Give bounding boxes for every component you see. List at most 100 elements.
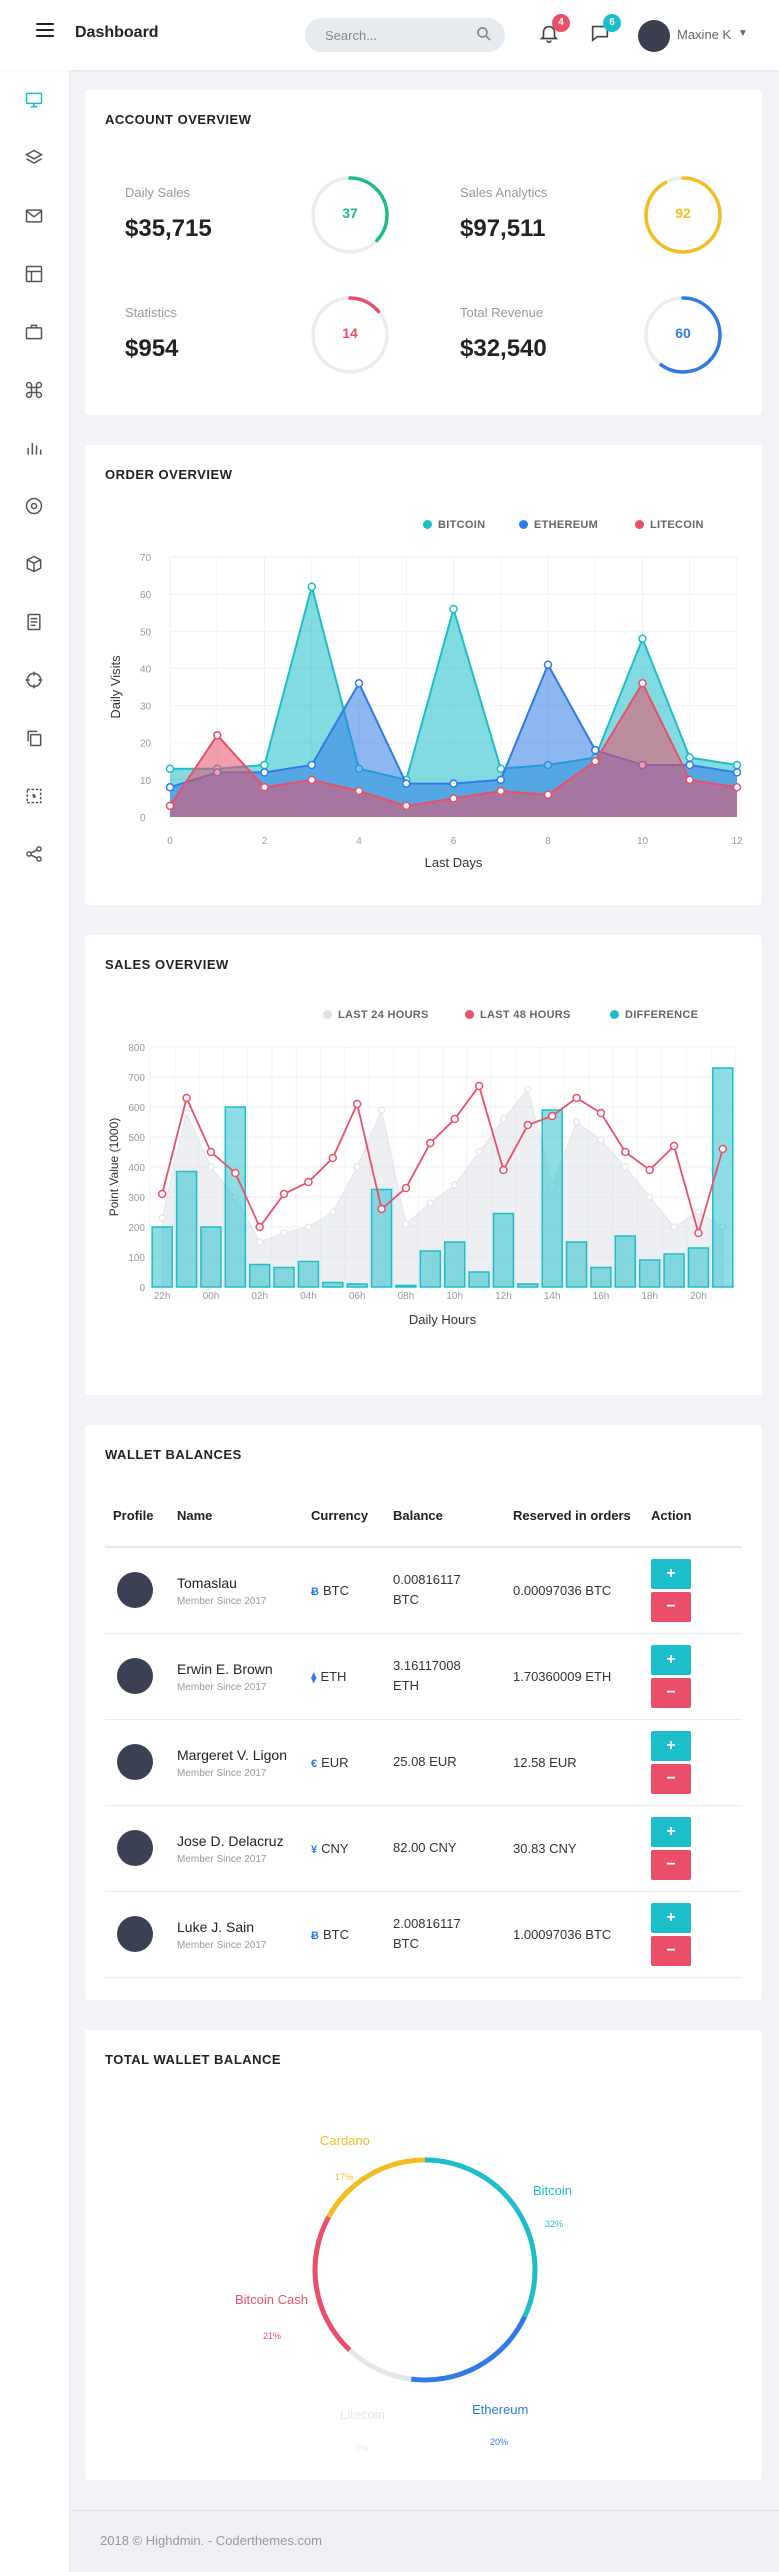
currency-icon: Ƀ: [311, 1585, 319, 1598]
add-button[interactable]: +: [651, 1644, 691, 1675]
avatar[interactable]: [117, 1830, 153, 1866]
progress-ring: 92: [643, 175, 723, 255]
maximize-icon[interactable]: [24, 786, 44, 806]
data-point: [304, 1177, 313, 1187]
member-name: Margeret V. Ligon: [177, 1746, 287, 1763]
data-point: [475, 1148, 483, 1156]
data-point: [449, 779, 458, 788]
x-tick-label: 0: [167, 836, 173, 847]
pie-label: Bitcoin: [533, 2183, 573, 2198]
add-button[interactable]: +: [651, 1558, 691, 1589]
avatar[interactable]: [117, 1572, 153, 1609]
x-tick-label: 20h: [690, 1291, 707, 1302]
y-tick-label: 0: [140, 813, 146, 824]
data-point: [328, 1153, 338, 1163]
x-axis-label: Daily Hours: [409, 1312, 477, 1327]
currency-code: EUR: [321, 1754, 349, 1770]
bar: [273, 1266, 295, 1288]
currency-code: ETH: [320, 1668, 347, 1684]
search-icon[interactable]: [475, 25, 493, 43]
legend-last-24-hours[interactable]: LAST 24 HOURS: [323, 1009, 429, 1021]
data-point: [402, 801, 411, 811]
pie-label: Litecoin: [340, 2407, 385, 2422]
ring-value: 92: [675, 205, 691, 221]
data-point: [377, 1204, 386, 1214]
file-text-icon[interactable]: [24, 612, 44, 632]
remove-button[interactable]: −: [651, 1677, 691, 1708]
legend-last-48-hours[interactable]: LAST 48 HOURS: [465, 1009, 571, 1021]
reserved: 0.00097036 BTC: [505, 1547, 643, 1634]
remove-button[interactable]: −: [651, 1849, 691, 1880]
data-point: [307, 775, 316, 785]
data-point: [402, 779, 411, 788]
x-tick-label: 08h: [398, 1291, 415, 1302]
member-since: Member Since 2017: [177, 1767, 267, 1779]
currency-icon: Ƀ: [311, 1929, 319, 1942]
legend-label: DIFFERENCE: [625, 1009, 699, 1021]
layout-icon[interactable]: [24, 264, 44, 284]
pie-percent: 21%: [263, 2331, 282, 2341]
monitor-icon[interactable]: [24, 90, 44, 110]
y-tick-label: 500: [128, 1133, 145, 1144]
share-icon[interactable]: [24, 844, 44, 864]
menu-icon[interactable]: [36, 23, 54, 37]
legend-ethereum[interactable]: ETHEREUM: [519, 519, 598, 531]
legend-litecoin[interactable]: LITECOIN: [635, 519, 704, 531]
avatar[interactable]: [117, 1658, 153, 1694]
mail-icon[interactable]: [24, 206, 44, 226]
user-name[interactable]: Maxine K: [677, 27, 732, 42]
bar-chart-icon[interactable]: [24, 438, 44, 458]
data-point: [231, 1168, 240, 1178]
copy-icon[interactable]: [24, 728, 44, 748]
data-point: [426, 1199, 434, 1207]
stat-value: $35,715: [125, 215, 212, 242]
disc-icon[interactable]: [24, 496, 44, 516]
data-point: [572, 1118, 581, 1126]
pie-percent: 17%: [335, 2172, 354, 2182]
member-name: Tomaslau: [177, 1574, 237, 1591]
column-header: Profile: [105, 1485, 169, 1548]
chevron-down-icon[interactable]: ▼: [738, 28, 748, 39]
search-input[interactable]: [305, 18, 505, 52]
bell-icon: [539, 25, 559, 43]
legend-marker: [323, 1010, 332, 1019]
messages-badge: 6: [603, 14, 621, 32]
remove-button[interactable]: −: [651, 1763, 691, 1794]
progress-ring: 37: [310, 175, 390, 255]
user-avatar[interactable]: [638, 20, 670, 52]
data-point: [474, 1081, 484, 1091]
x-tick-label: 02h: [251, 1291, 268, 1302]
add-button[interactable]: +: [651, 1730, 691, 1761]
add-button[interactable]: +: [651, 1816, 691, 1847]
data-point: [354, 786, 364, 796]
y-tick-label: 600: [128, 1103, 145, 1114]
crosshair-icon[interactable]: [24, 670, 44, 690]
x-tick-label: 10h: [446, 1291, 463, 1302]
data-point: [597, 1136, 605, 1144]
data-point: [165, 801, 175, 811]
remove-button[interactable]: −: [651, 1591, 691, 1622]
avatar[interactable]: [117, 1916, 153, 1952]
box-icon[interactable]: [24, 554, 44, 574]
legend-marker: [519, 520, 528, 529]
notifications-button[interactable]: 4: [538, 14, 570, 46]
bar: [565, 1241, 588, 1288]
data-point: [451, 1181, 459, 1189]
remove-button[interactable]: −: [651, 1935, 691, 1966]
legend-bitcoin[interactable]: BITCOIN: [423, 519, 485, 531]
briefcase-icon[interactable]: [24, 322, 44, 342]
layers-icon[interactable]: [24, 148, 44, 168]
add-button[interactable]: +: [651, 1902, 691, 1933]
data-point: [402, 1220, 410, 1228]
messages-button[interactable]: 6: [589, 14, 621, 46]
card-title: ORDER OVERVIEW: [105, 467, 233, 482]
avatar[interactable]: [117, 1744, 153, 1780]
member-name: Jose D. Delacruz: [177, 1832, 284, 1849]
data-point: [685, 760, 694, 770]
command-icon[interactable]: [24, 380, 44, 400]
legend-difference[interactable]: DIFFERENCE: [610, 1009, 698, 1021]
stat-value: $954: [125, 335, 179, 362]
x-tick-label: 22h: [154, 1291, 171, 1302]
footer-text: 2018 © Highdmin. - Coderthemes.com: [100, 2533, 323, 2548]
stat-label: Daily Sales: [125, 185, 191, 200]
